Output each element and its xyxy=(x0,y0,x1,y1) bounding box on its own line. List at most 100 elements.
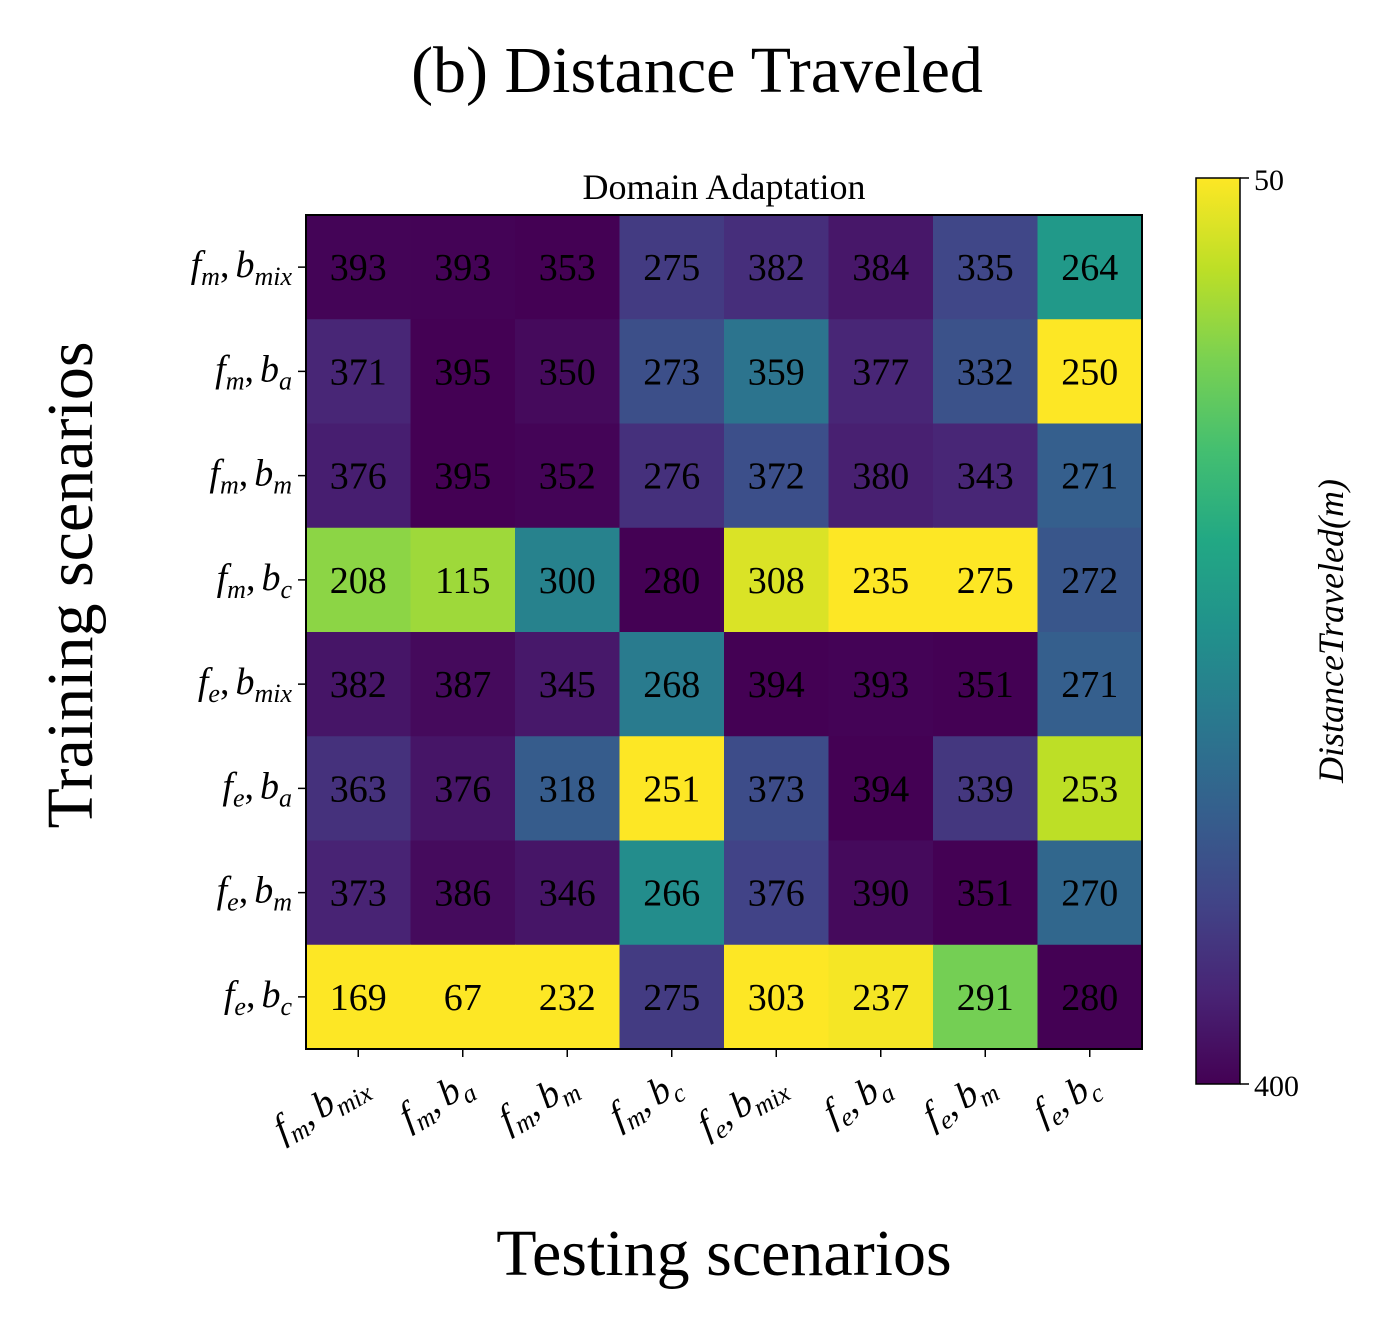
heatmap-cell xyxy=(1037,215,1143,320)
heatmap-cell xyxy=(410,527,516,633)
cell-value-label: 345 xyxy=(539,664,596,706)
x-tick-label: fm,bmix xyxy=(266,1062,378,1154)
heatmap-cell xyxy=(619,944,725,1050)
cell-value-label: 303 xyxy=(748,977,805,1019)
cell-value-label: 335 xyxy=(957,247,1014,289)
heatmap-cell xyxy=(515,319,621,425)
cell-value-label: 300 xyxy=(539,560,596,602)
heatmap-cell xyxy=(933,423,1039,529)
cell-value-label: 308 xyxy=(748,560,805,602)
heatmap-cell xyxy=(724,527,830,633)
y-tick-label: fe, bc xyxy=(224,974,293,1021)
cell-value-label: 371 xyxy=(330,351,387,393)
heatmap-cell xyxy=(410,215,516,320)
heatmap-cell xyxy=(724,423,830,529)
cell-value-label: 250 xyxy=(1061,351,1118,393)
cell-value-label: 390 xyxy=(852,873,909,915)
cell-value-label: 271 xyxy=(1061,456,1118,498)
heatmap-cell xyxy=(410,736,516,842)
cell-value-label: 359 xyxy=(748,351,805,393)
cell-value-label: 350 xyxy=(539,351,596,393)
heatmap-cell xyxy=(724,632,830,737)
heatmap-cell xyxy=(515,736,621,842)
heatmap-cell xyxy=(933,736,1039,842)
heatmap-cell xyxy=(515,215,621,320)
cell-value-label: 376 xyxy=(434,768,491,810)
cell-value-label: 208 xyxy=(330,560,387,602)
heatmap-cell xyxy=(410,632,516,737)
heatmap-cell xyxy=(619,840,725,946)
figure-title: (b) Distance Traveled xyxy=(411,34,983,107)
heatmap-cell xyxy=(1037,632,1143,737)
cell-value-label: 376 xyxy=(748,873,805,915)
heatmap-cell xyxy=(306,319,412,425)
heatmap-cell xyxy=(933,527,1039,633)
cell-value-label: 394 xyxy=(852,768,909,810)
y-tick-labels: fm, bmix fm, ba fm, bm fm, bc fe, bmix fe, ba fe, bm f… xyxy=(191,244,306,1021)
cell-value-label: 268 xyxy=(643,664,700,706)
heatmap-cell xyxy=(410,423,516,529)
heatmap-cell xyxy=(515,944,621,1050)
x-tick-label: fm,bm xyxy=(491,1062,586,1144)
heatmap-cell-labels: 393 393 353 275 382 384 335 264 371 395 350 273 359 3… xyxy=(330,247,1119,1019)
heatmap-cell xyxy=(933,632,1039,737)
heatmap-cell xyxy=(933,215,1039,320)
cell-value-label: 346 xyxy=(539,873,596,915)
heatmap-cell xyxy=(1037,527,1143,633)
cell-value-label: 393 xyxy=(330,247,387,289)
heatmap-cell xyxy=(410,944,516,1050)
cell-value-label: 393 xyxy=(852,664,909,706)
cell-value-label: 291 xyxy=(957,977,1014,1019)
heatmap-cell xyxy=(306,423,412,529)
cell-value-label: 272 xyxy=(1061,560,1118,602)
cell-value-label: 271 xyxy=(1061,664,1118,706)
heatmap-cell xyxy=(306,736,412,842)
heatmap-cell xyxy=(828,527,934,633)
cell-value-label: 376 xyxy=(330,456,387,498)
cell-value-label: 67 xyxy=(444,977,482,1019)
cell-value-label: 318 xyxy=(539,768,596,810)
cell-value-label: 280 xyxy=(643,560,700,602)
y-tick-label: fe, bmix xyxy=(198,661,293,708)
cell-value-label: 280 xyxy=(1061,977,1118,1019)
cell-value-label: 380 xyxy=(852,456,909,498)
x-tick-label: fe,bc xyxy=(1026,1062,1109,1137)
heatmap-cell xyxy=(724,944,830,1050)
cell-value-label: 343 xyxy=(957,456,1014,498)
cell-value-label: 394 xyxy=(748,664,805,706)
heatmap-cells xyxy=(306,215,1143,1050)
cell-value-label: 232 xyxy=(539,977,596,1019)
heatmap-cell xyxy=(1037,423,1143,529)
heatmap-cell xyxy=(619,319,725,425)
cell-value-label: 373 xyxy=(330,873,387,915)
cell-value-label: 169 xyxy=(330,977,387,1019)
heatmap-cell xyxy=(933,319,1039,425)
y-axis-label: Training scenarios xyxy=(34,341,107,828)
cell-value-label: 276 xyxy=(643,456,700,498)
heatmap-cell xyxy=(933,840,1039,946)
cell-value-label: 387 xyxy=(434,664,491,706)
x-tick-label: fe,ba xyxy=(816,1062,900,1138)
cell-value-label: 275 xyxy=(643,977,700,1019)
y-tick-label: fm, ba xyxy=(215,348,292,395)
cell-value-label: 235 xyxy=(852,560,909,602)
heatmap-cell xyxy=(933,944,1039,1050)
cell-value-label: 384 xyxy=(852,247,909,289)
x-axis-label: Testing scenarios xyxy=(496,1217,951,1290)
chart-title: Domain Adaptation xyxy=(583,167,866,207)
heatmap-cell xyxy=(515,423,621,529)
cell-value-label: 382 xyxy=(330,664,387,706)
heatmap-cell xyxy=(515,632,621,737)
cell-value-label: 395 xyxy=(434,351,491,393)
cell-value-label: 273 xyxy=(643,351,700,393)
cell-value-label: 352 xyxy=(539,456,596,498)
heatmap-cell xyxy=(619,423,725,529)
heatmap-cell xyxy=(410,319,516,425)
heatmap-cell xyxy=(619,527,725,633)
cell-value-label: 275 xyxy=(957,560,1014,602)
cell-value-label: 351 xyxy=(957,873,1014,915)
x-tick-label: fe,bm xyxy=(915,1062,1004,1140)
cell-value-label: 393 xyxy=(434,247,491,289)
heatmap-cell xyxy=(619,215,725,320)
cell-value-label: 253 xyxy=(1061,768,1118,810)
